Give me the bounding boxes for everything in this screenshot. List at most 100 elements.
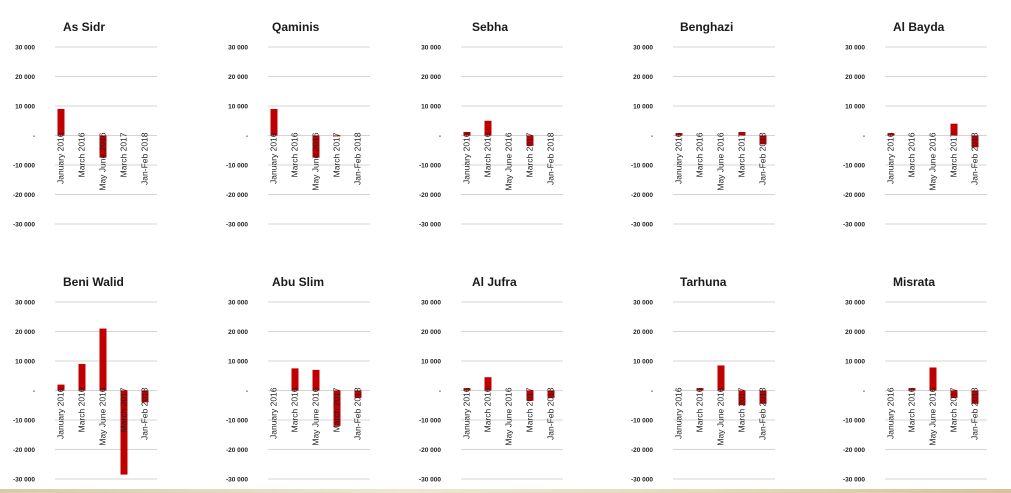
x-category-label: January 2016 bbox=[462, 132, 472, 184]
bar-4 bbox=[950, 390, 958, 398]
chart-title: Al Bayda bbox=[893, 20, 945, 34]
bar-5 bbox=[971, 390, 979, 404]
y-tick-label: -10 000 bbox=[226, 162, 248, 169]
x-category-label: March 2016 bbox=[77, 132, 87, 177]
x-category-label: January 2016 bbox=[674, 132, 684, 184]
bar-4 bbox=[526, 390, 534, 401]
x-category-label: January 2016 bbox=[886, 387, 896, 439]
x-category-label: Jan-Feb 2018 bbox=[758, 387, 768, 440]
x-category-label: March 2017 bbox=[332, 387, 342, 432]
bar-2 bbox=[78, 363, 86, 391]
y-tick-label: -20 000 bbox=[631, 192, 653, 199]
y-tick-label: 20 000 bbox=[228, 74, 248, 81]
y-tick-label: 10 000 bbox=[845, 358, 865, 365]
x-category-label: January 2016 bbox=[674, 387, 684, 439]
chart-title: Beni Walid bbox=[63, 275, 124, 289]
x-category-label: Jan-Feb 2018 bbox=[546, 387, 556, 440]
y-tick-label: 20 000 bbox=[15, 74, 35, 81]
x-category-label: March 2017 bbox=[737, 387, 747, 432]
bar-3 bbox=[312, 369, 320, 391]
x-category-label: March 2016 bbox=[290, 387, 300, 432]
y-tick-label: - bbox=[246, 133, 248, 140]
bar-3 bbox=[312, 135, 320, 158]
y-tick-label: -30 000 bbox=[419, 476, 441, 483]
bar-5 bbox=[547, 390, 555, 398]
y-tick-label: -10 000 bbox=[843, 417, 865, 424]
y-tick-label: 20 000 bbox=[845, 329, 865, 336]
y-tick-label: -10 000 bbox=[631, 417, 653, 424]
x-category-label: May June 2016 bbox=[98, 132, 108, 190]
y-tick-label: -20 000 bbox=[843, 192, 865, 199]
x-category-label: Jan-Feb 2018 bbox=[353, 387, 363, 440]
y-tick-label: 30 000 bbox=[421, 299, 441, 306]
x-category-label: May June 2016 bbox=[311, 132, 321, 190]
y-tick-label: 20 000 bbox=[228, 329, 248, 336]
chart-panel-misrata: Misrata 30 000 20 000 10 000 - -10 000 -20 000… bbox=[843, 275, 987, 483]
chart-title: Tarhuna bbox=[680, 275, 727, 289]
bar-1 bbox=[270, 108, 278, 136]
bar-5 bbox=[354, 390, 362, 398]
bar-4 bbox=[950, 123, 958, 136]
chart-title: Sebha bbox=[472, 20, 508, 34]
y-tick-label: -30 000 bbox=[843, 476, 865, 483]
y-tick-label: -30 000 bbox=[843, 221, 865, 228]
x-category-label: March 2017 bbox=[737, 132, 747, 177]
y-tick-label: -20 000 bbox=[843, 447, 865, 454]
y-tick-label: 30 000 bbox=[421, 44, 441, 51]
y-tick-label: -20 000 bbox=[419, 447, 441, 454]
bar-1 bbox=[463, 131, 471, 136]
y-tick-label: 30 000 bbox=[633, 44, 653, 51]
y-tick-label: 10 000 bbox=[421, 358, 441, 365]
x-category-label: May June 2016 bbox=[716, 132, 726, 190]
x-category-label: May June 2016 bbox=[311, 387, 321, 445]
y-tick-label: -30 000 bbox=[631, 221, 653, 228]
bar-5 bbox=[141, 390, 149, 403]
x-category-label: March 2017 bbox=[525, 387, 535, 432]
bar-1 bbox=[887, 133, 895, 136]
y-tick-label: - bbox=[863, 388, 865, 395]
y-tick-label: -30 000 bbox=[631, 476, 653, 483]
y-tick-label: - bbox=[439, 133, 441, 140]
x-category-label: May June 2016 bbox=[98, 387, 108, 445]
y-tick-label: 10 000 bbox=[421, 103, 441, 110]
bar-4 bbox=[738, 390, 746, 406]
y-tick-label: -10 000 bbox=[13, 162, 35, 169]
y-tick-label: -20 000 bbox=[226, 192, 248, 199]
chart-title: Al Jufra bbox=[472, 275, 517, 289]
x-category-label: January 2016 bbox=[56, 132, 66, 184]
y-tick-label: 20 000 bbox=[421, 74, 441, 81]
bar-5 bbox=[759, 390, 767, 404]
y-tick-label: 10 000 bbox=[15, 103, 35, 110]
x-category-label: March 2016 bbox=[695, 132, 705, 177]
x-category-label: March 2016 bbox=[907, 387, 917, 432]
bar-4 bbox=[333, 390, 341, 426]
x-category-label: January 2016 bbox=[269, 132, 279, 184]
bar-3 bbox=[717, 365, 725, 391]
y-tick-label: - bbox=[246, 388, 248, 395]
x-category-label: May June 2016 bbox=[928, 132, 938, 190]
x-category-label: Jan-Feb 2018 bbox=[140, 132, 150, 185]
y-tick-label: - bbox=[439, 388, 441, 395]
x-category-label: January 2016 bbox=[462, 387, 472, 439]
bar-2 bbox=[484, 377, 492, 391]
x-category-label: May June 2016 bbox=[504, 387, 514, 445]
bar-2 bbox=[484, 120, 492, 136]
y-tick-label: -30 000 bbox=[13, 221, 35, 228]
bar-4 bbox=[738, 131, 746, 136]
y-tick-label: 30 000 bbox=[15, 299, 35, 306]
y-tick-label: 30 000 bbox=[15, 44, 35, 51]
x-category-label: January 2016 bbox=[886, 132, 896, 184]
y-tick-label: - bbox=[33, 133, 35, 140]
y-tick-label: 10 000 bbox=[228, 358, 248, 365]
x-category-label: March 2016 bbox=[907, 132, 917, 177]
x-category-label: January 2016 bbox=[269, 387, 279, 439]
chart-title: Abu Slim bbox=[272, 275, 324, 289]
bar-5 bbox=[971, 135, 979, 148]
bar-4 bbox=[120, 390, 128, 475]
y-tick-label: -30 000 bbox=[226, 221, 248, 228]
x-category-label: Jan-Feb 2018 bbox=[140, 387, 150, 440]
chart-panel-beni-walid: Beni Walid 30 000 20 000 10 000 - -10 000 -20 … bbox=[13, 275, 157, 483]
bottom-decorative-strip bbox=[0, 489, 1011, 493]
x-category-label: Jan-Feb 2018 bbox=[353, 132, 363, 185]
y-tick-label: 20 000 bbox=[633, 74, 653, 81]
